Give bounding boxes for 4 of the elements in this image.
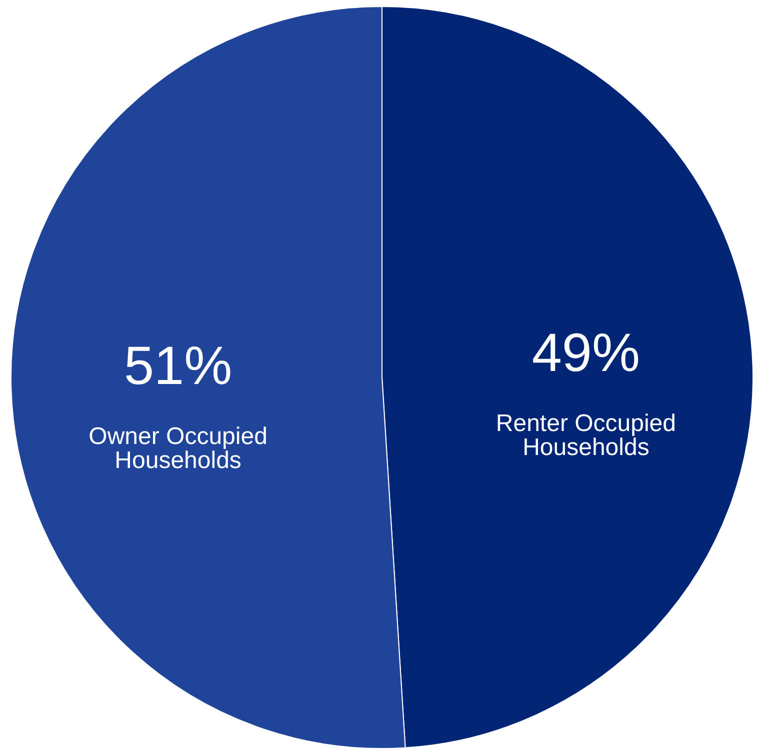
data-label: 51%	[124, 336, 232, 396]
data-label: 49%	[532, 323, 640, 384]
slice-label: Owner Occupied Households	[88, 422, 268, 474]
slice-label: Renter Occupied Households	[496, 410, 676, 462]
